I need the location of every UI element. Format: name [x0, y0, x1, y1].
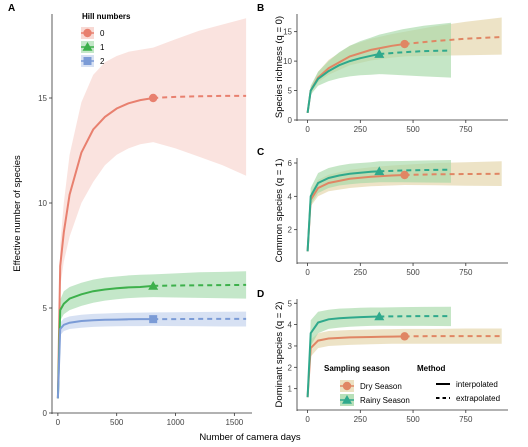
y-tick-label: 6 [288, 159, 293, 168]
y-tick-label: 0 [43, 409, 48, 418]
x-tick-label: 250 [354, 268, 368, 277]
sample-point [149, 315, 158, 324]
interpolated-line [306, 315, 380, 398]
circle-icon [83, 28, 92, 38]
legend-label: 0 [100, 29, 105, 38]
extrapolated-line [404, 36, 502, 45]
interpolated-line [306, 170, 380, 252]
x-tick-label: 750 [459, 415, 473, 424]
legend-title-season: Sampling season [324, 364, 390, 373]
legend-label: interpolated [456, 380, 498, 389]
sample-point [400, 39, 409, 49]
sample-point [374, 311, 385, 321]
x-tick-label: 750 [459, 125, 473, 134]
confidence-band [307, 22, 451, 113]
x-tick-label: 500 [406, 415, 420, 424]
interpolated-line [56, 318, 154, 399]
sample-point [400, 332, 409, 341]
x-tick-label: 500 [406, 125, 420, 134]
x-axis-label: Number of camera days [199, 432, 301, 443]
confidence-band [57, 311, 247, 399]
y-tick-label: 10 [283, 57, 292, 66]
extrapolated-line [153, 94, 247, 99]
interpolated-line [306, 335, 405, 398]
sample-point [148, 93, 158, 103]
x-tick-label: 0 [305, 415, 310, 424]
y-axis-label: Effective number of species [12, 155, 23, 272]
extrapolated-line [379, 49, 452, 55]
legend-label: 1 [100, 43, 105, 52]
x-tick-label: 500 [406, 268, 420, 277]
y-tick-label: 3 [288, 342, 293, 351]
y-tick-label: 15 [283, 28, 292, 37]
y-tick-label: 4 [288, 321, 293, 330]
sample-point [400, 170, 409, 180]
y-tick-label: 2 [288, 226, 293, 235]
x-tick-label: 1500 [225, 418, 243, 427]
circle-icon [342, 381, 352, 391]
triangle-icon [82, 42, 93, 51]
y-tick-label: 0 [288, 116, 293, 125]
confidence-band [57, 271, 247, 399]
y-axis-label: Species richness (q = 0) [274, 16, 285, 118]
interpolated-line [306, 174, 405, 252]
confidence-band [307, 160, 451, 252]
legend-title-method: Method [417, 364, 446, 373]
sample-point [374, 166, 385, 176]
x-tick-label: 0 [305, 125, 310, 134]
legend-label: Dry Season [360, 382, 402, 391]
legend-title: Hill numbers [82, 12, 131, 21]
x-tick-label: 0 [305, 268, 310, 277]
confidence-band [307, 161, 502, 252]
y-tick-label: 5 [288, 299, 293, 308]
extrapolated-line [153, 283, 247, 287]
legend-label: 2 [100, 57, 105, 66]
triangle-icon [342, 395, 352, 404]
confidence-band [57, 18, 247, 399]
y-tick-label: 1 [288, 385, 293, 394]
panel-letter: A [8, 3, 15, 14]
y-axis-label: Dominant species (q = 2) [274, 302, 285, 408]
interpolated-line [306, 53, 380, 114]
y-tick-label: 10 [38, 199, 47, 208]
square-icon [83, 57, 92, 65]
confidence-band [307, 17, 502, 113]
x-tick-label: 0 [56, 418, 61, 427]
extrapolated-line [404, 172, 502, 176]
x-tick-label: 250 [354, 415, 368, 424]
y-tick-label: 15 [38, 94, 47, 103]
x-tick-label: 250 [354, 125, 368, 134]
y-tick-label: 5 [288, 87, 293, 96]
x-tick-label: 1000 [167, 418, 185, 427]
y-tick-label: 2 [288, 363, 293, 372]
sample-point [374, 49, 385, 58]
legend-label: Rainy Season [360, 396, 410, 405]
x-tick-label: 750 [459, 268, 473, 277]
panel-letter: D [257, 289, 264, 300]
interpolated-line [56, 284, 154, 399]
y-tick-label: 5 [43, 304, 48, 313]
panel-letter: B [257, 3, 264, 14]
sample-point [148, 280, 159, 290]
interpolated-line [56, 97, 154, 399]
y-axis-label: Common species (q = 1) [274, 159, 285, 263]
panel-letter: C [257, 147, 264, 158]
extrapolated-line [379, 168, 452, 173]
legend-label: extrapolated [456, 394, 500, 403]
x-tick-label: 500 [110, 418, 124, 427]
confidence-band [307, 328, 502, 398]
y-tick-label: 4 [288, 192, 293, 201]
